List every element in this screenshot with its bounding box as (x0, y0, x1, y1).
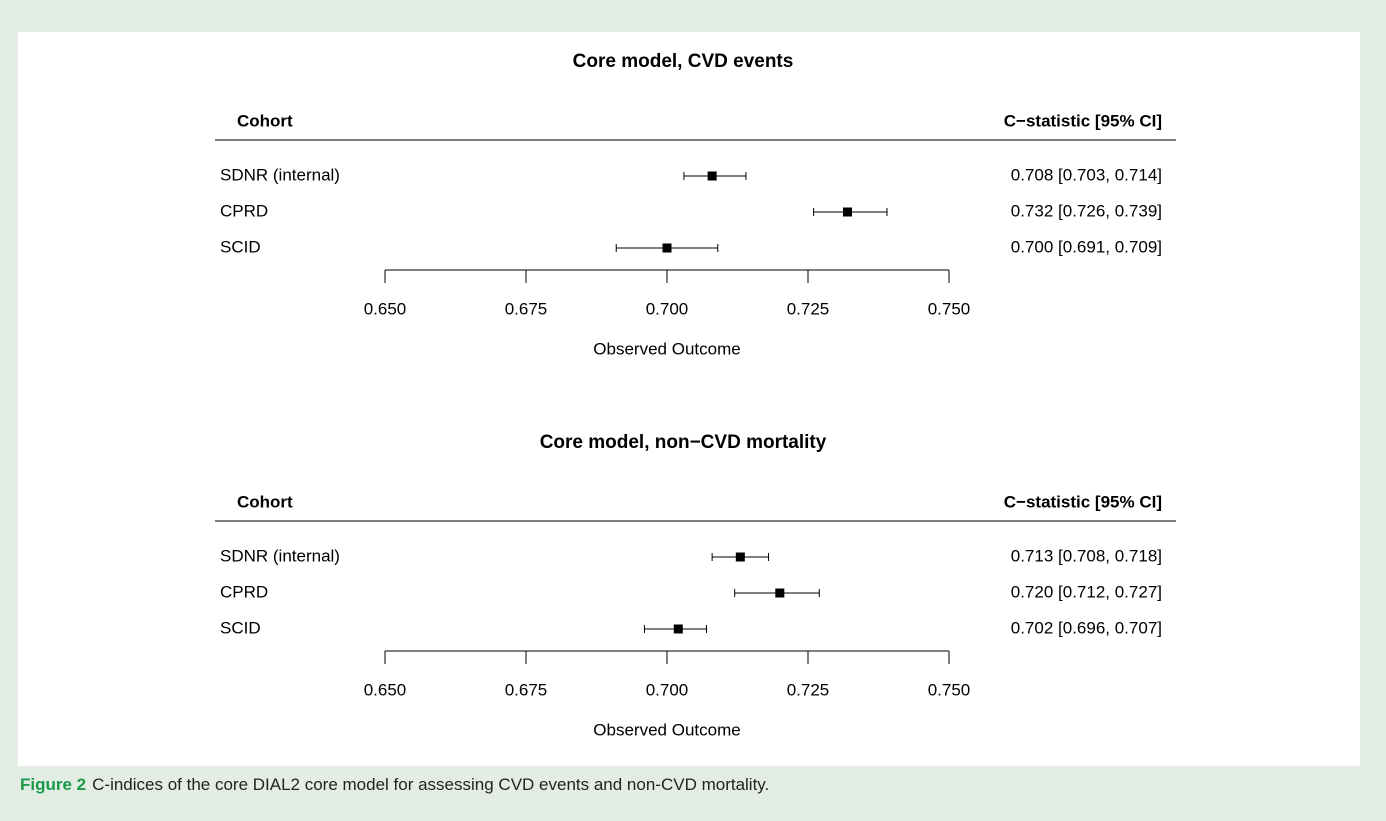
value-header: C−statistic [95% CI] (1004, 111, 1162, 130)
value-label: 0.732 [0.726, 0.739] (1011, 201, 1162, 220)
point-estimate (707, 171, 717, 181)
point-estimate (673, 624, 683, 634)
point-estimate (775, 588, 785, 598)
caption-label: Figure 2 (20, 775, 87, 794)
x-tick-label: 0.725 (787, 680, 830, 699)
value-header: C−statistic [95% CI] (1004, 492, 1162, 511)
row-label: CPRD (220, 201, 268, 220)
label-header: Cohort (237, 111, 293, 130)
figure-caption: Figure 2 C-indices of the core DIAL2 core… (20, 775, 769, 795)
value-label: 0.708 [0.703, 0.714] (1011, 165, 1162, 184)
x-tick-label: 0.675 (505, 680, 548, 699)
x-axis-label: Observed Outcome (593, 339, 740, 358)
x-tick-label: 0.675 (505, 299, 548, 318)
chart-title: Core model, non−CVD mortality (540, 432, 827, 453)
label-header: Cohort (237, 492, 293, 511)
chart: Core model, CVD events Cohort C−statistic … (215, 51, 1176, 739)
row-label: SCID (220, 237, 261, 256)
value-label: 0.713 [0.708, 0.718] (1011, 546, 1162, 565)
row-label: SCID (220, 618, 261, 637)
value-label: 0.700 [0.691, 0.709] (1011, 237, 1162, 256)
point-estimate (662, 243, 672, 253)
x-tick-label: 0.700 (646, 299, 689, 318)
row-label: SDNR (internal) (220, 546, 340, 565)
x-tick-label: 0.750 (928, 299, 971, 318)
value-label: 0.702 [0.696, 0.707] (1011, 618, 1162, 637)
row-label: CPRD (220, 582, 268, 601)
value-label: 0.720 [0.712, 0.727] (1011, 582, 1162, 601)
x-tick-label: 0.650 (364, 299, 407, 318)
caption-text: C-indices of the core DIAL2 core model f… (92, 775, 770, 794)
x-tick-label: 0.725 (787, 299, 830, 318)
x-tick-label: 0.700 (646, 680, 689, 699)
chart-title: Core model, CVD events (573, 51, 794, 72)
x-tick-label: 0.750 (928, 680, 971, 699)
point-estimate (842, 207, 852, 217)
x-tick-label: 0.650 (364, 680, 407, 699)
x-axis-label: Observed Outcome (593, 720, 740, 739)
point-estimate (735, 552, 745, 562)
figure-panel (18, 32, 1360, 766)
row-label: SDNR (internal) (220, 165, 340, 184)
